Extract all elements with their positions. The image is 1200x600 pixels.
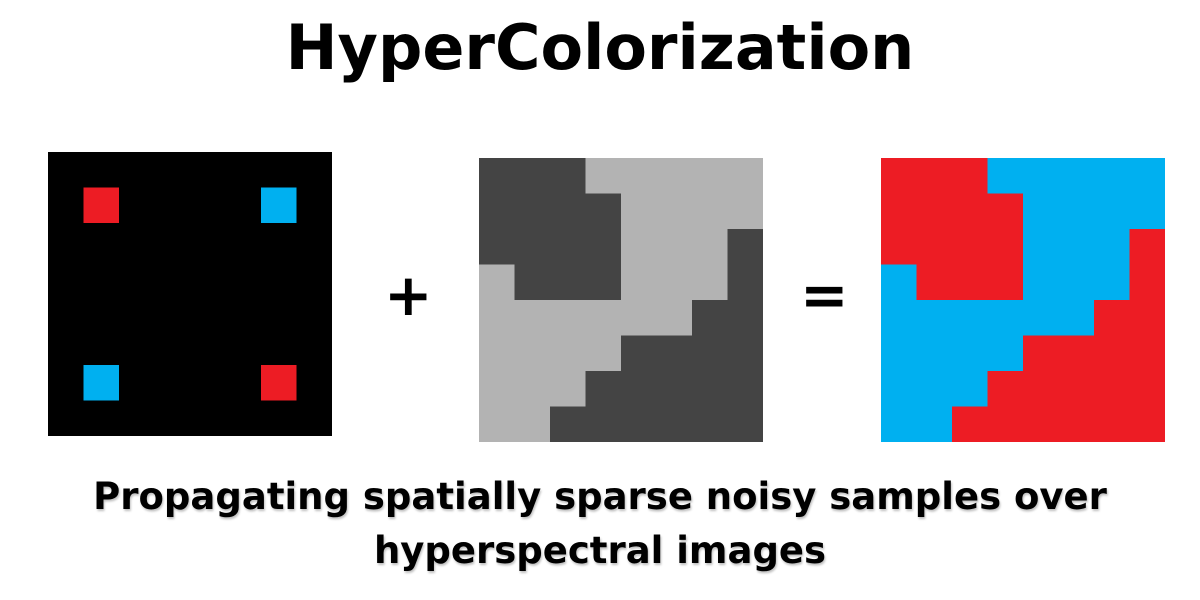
page-title: HyperColorization: [285, 11, 915, 84]
sample-red-bottom-right: [261, 365, 297, 401]
plus-operator: +: [384, 261, 433, 329]
sparse-samples-panel: [48, 152, 332, 436]
grayscale-panel: [479, 158, 763, 442]
sparse-samples-image: [48, 152, 332, 436]
red-region-bottom: [952, 229, 1165, 442]
dark-gray-staircase: [550, 229, 763, 442]
red-region-top: [881, 158, 1023, 300]
equals-operator: =: [800, 261, 849, 329]
sample-blue-top-right: [261, 187, 297, 223]
colorized-result-image: [881, 158, 1165, 442]
sample-blue-bottom-left: [83, 365, 119, 401]
result-panel: [881, 158, 1165, 442]
caption: Propagating spatially sparse noisy sampl…: [93, 475, 1107, 572]
sample-red-top-left: [83, 187, 119, 223]
dark-gray-region-top: [479, 158, 621, 300]
grayscale-image: [479, 158, 763, 442]
